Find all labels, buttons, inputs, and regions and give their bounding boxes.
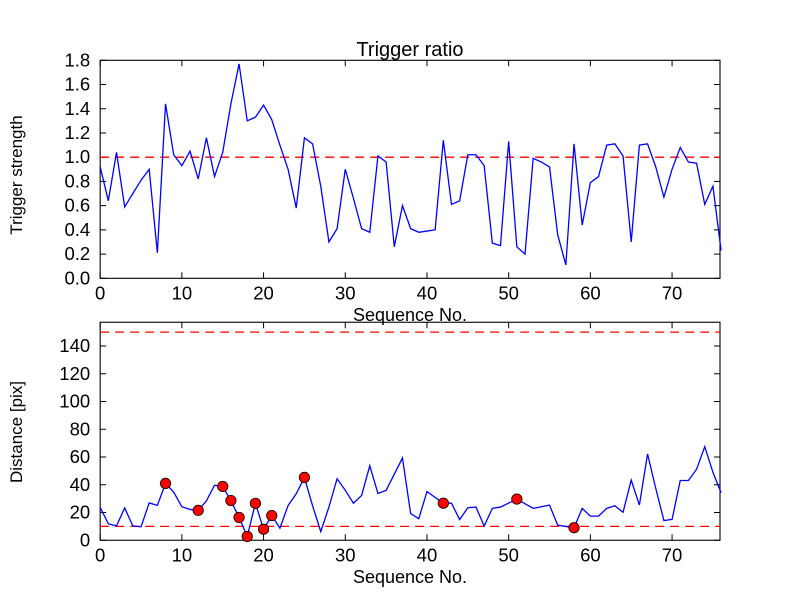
svg-text:70: 70 xyxy=(662,544,683,565)
svg-text:140: 140 xyxy=(59,335,90,356)
svg-text:70: 70 xyxy=(662,282,683,303)
svg-text:0.0: 0.0 xyxy=(64,267,90,288)
svg-text:100: 100 xyxy=(59,391,90,412)
svg-text:20: 20 xyxy=(70,502,91,523)
svg-text:0: 0 xyxy=(95,282,105,303)
svg-text:30: 30 xyxy=(335,544,356,565)
svg-text:20: 20 xyxy=(253,544,274,565)
svg-text:Trigger strength: Trigger strength xyxy=(7,115,26,234)
svg-text:10: 10 xyxy=(172,282,193,303)
svg-text:20: 20 xyxy=(253,282,274,303)
svg-text:0: 0 xyxy=(95,544,105,565)
svg-text:1.4: 1.4 xyxy=(64,98,90,119)
svg-text:0: 0 xyxy=(80,529,90,550)
svg-text:0.4: 0.4 xyxy=(64,219,90,240)
svg-text:40: 40 xyxy=(417,544,438,565)
svg-text:1.0: 1.0 xyxy=(64,146,90,167)
svg-text:0.8: 0.8 xyxy=(64,170,90,191)
svg-text:30: 30 xyxy=(335,282,356,303)
svg-text:10: 10 xyxy=(172,544,193,565)
svg-text:Sequence No.: Sequence No. xyxy=(353,567,467,587)
svg-text:1.2: 1.2 xyxy=(64,122,90,143)
svg-text:120: 120 xyxy=(59,363,90,384)
svg-text:60: 60 xyxy=(580,544,601,565)
svg-text:60: 60 xyxy=(70,446,91,467)
svg-text:60: 60 xyxy=(580,282,601,303)
svg-text:50: 50 xyxy=(498,282,519,303)
svg-text:0.6: 0.6 xyxy=(64,195,90,216)
svg-text:0.2: 0.2 xyxy=(64,243,90,264)
svg-text:40: 40 xyxy=(417,282,438,303)
svg-text:50: 50 xyxy=(498,544,519,565)
svg-text:1.6: 1.6 xyxy=(64,74,90,95)
svg-text:80: 80 xyxy=(70,418,91,439)
svg-text:Distance [pix]: Distance [pix] xyxy=(7,381,26,483)
svg-text:Trigger ratio: Trigger ratio xyxy=(356,39,463,61)
svg-text:1.8: 1.8 xyxy=(64,49,90,70)
svg-text:40: 40 xyxy=(70,474,91,495)
